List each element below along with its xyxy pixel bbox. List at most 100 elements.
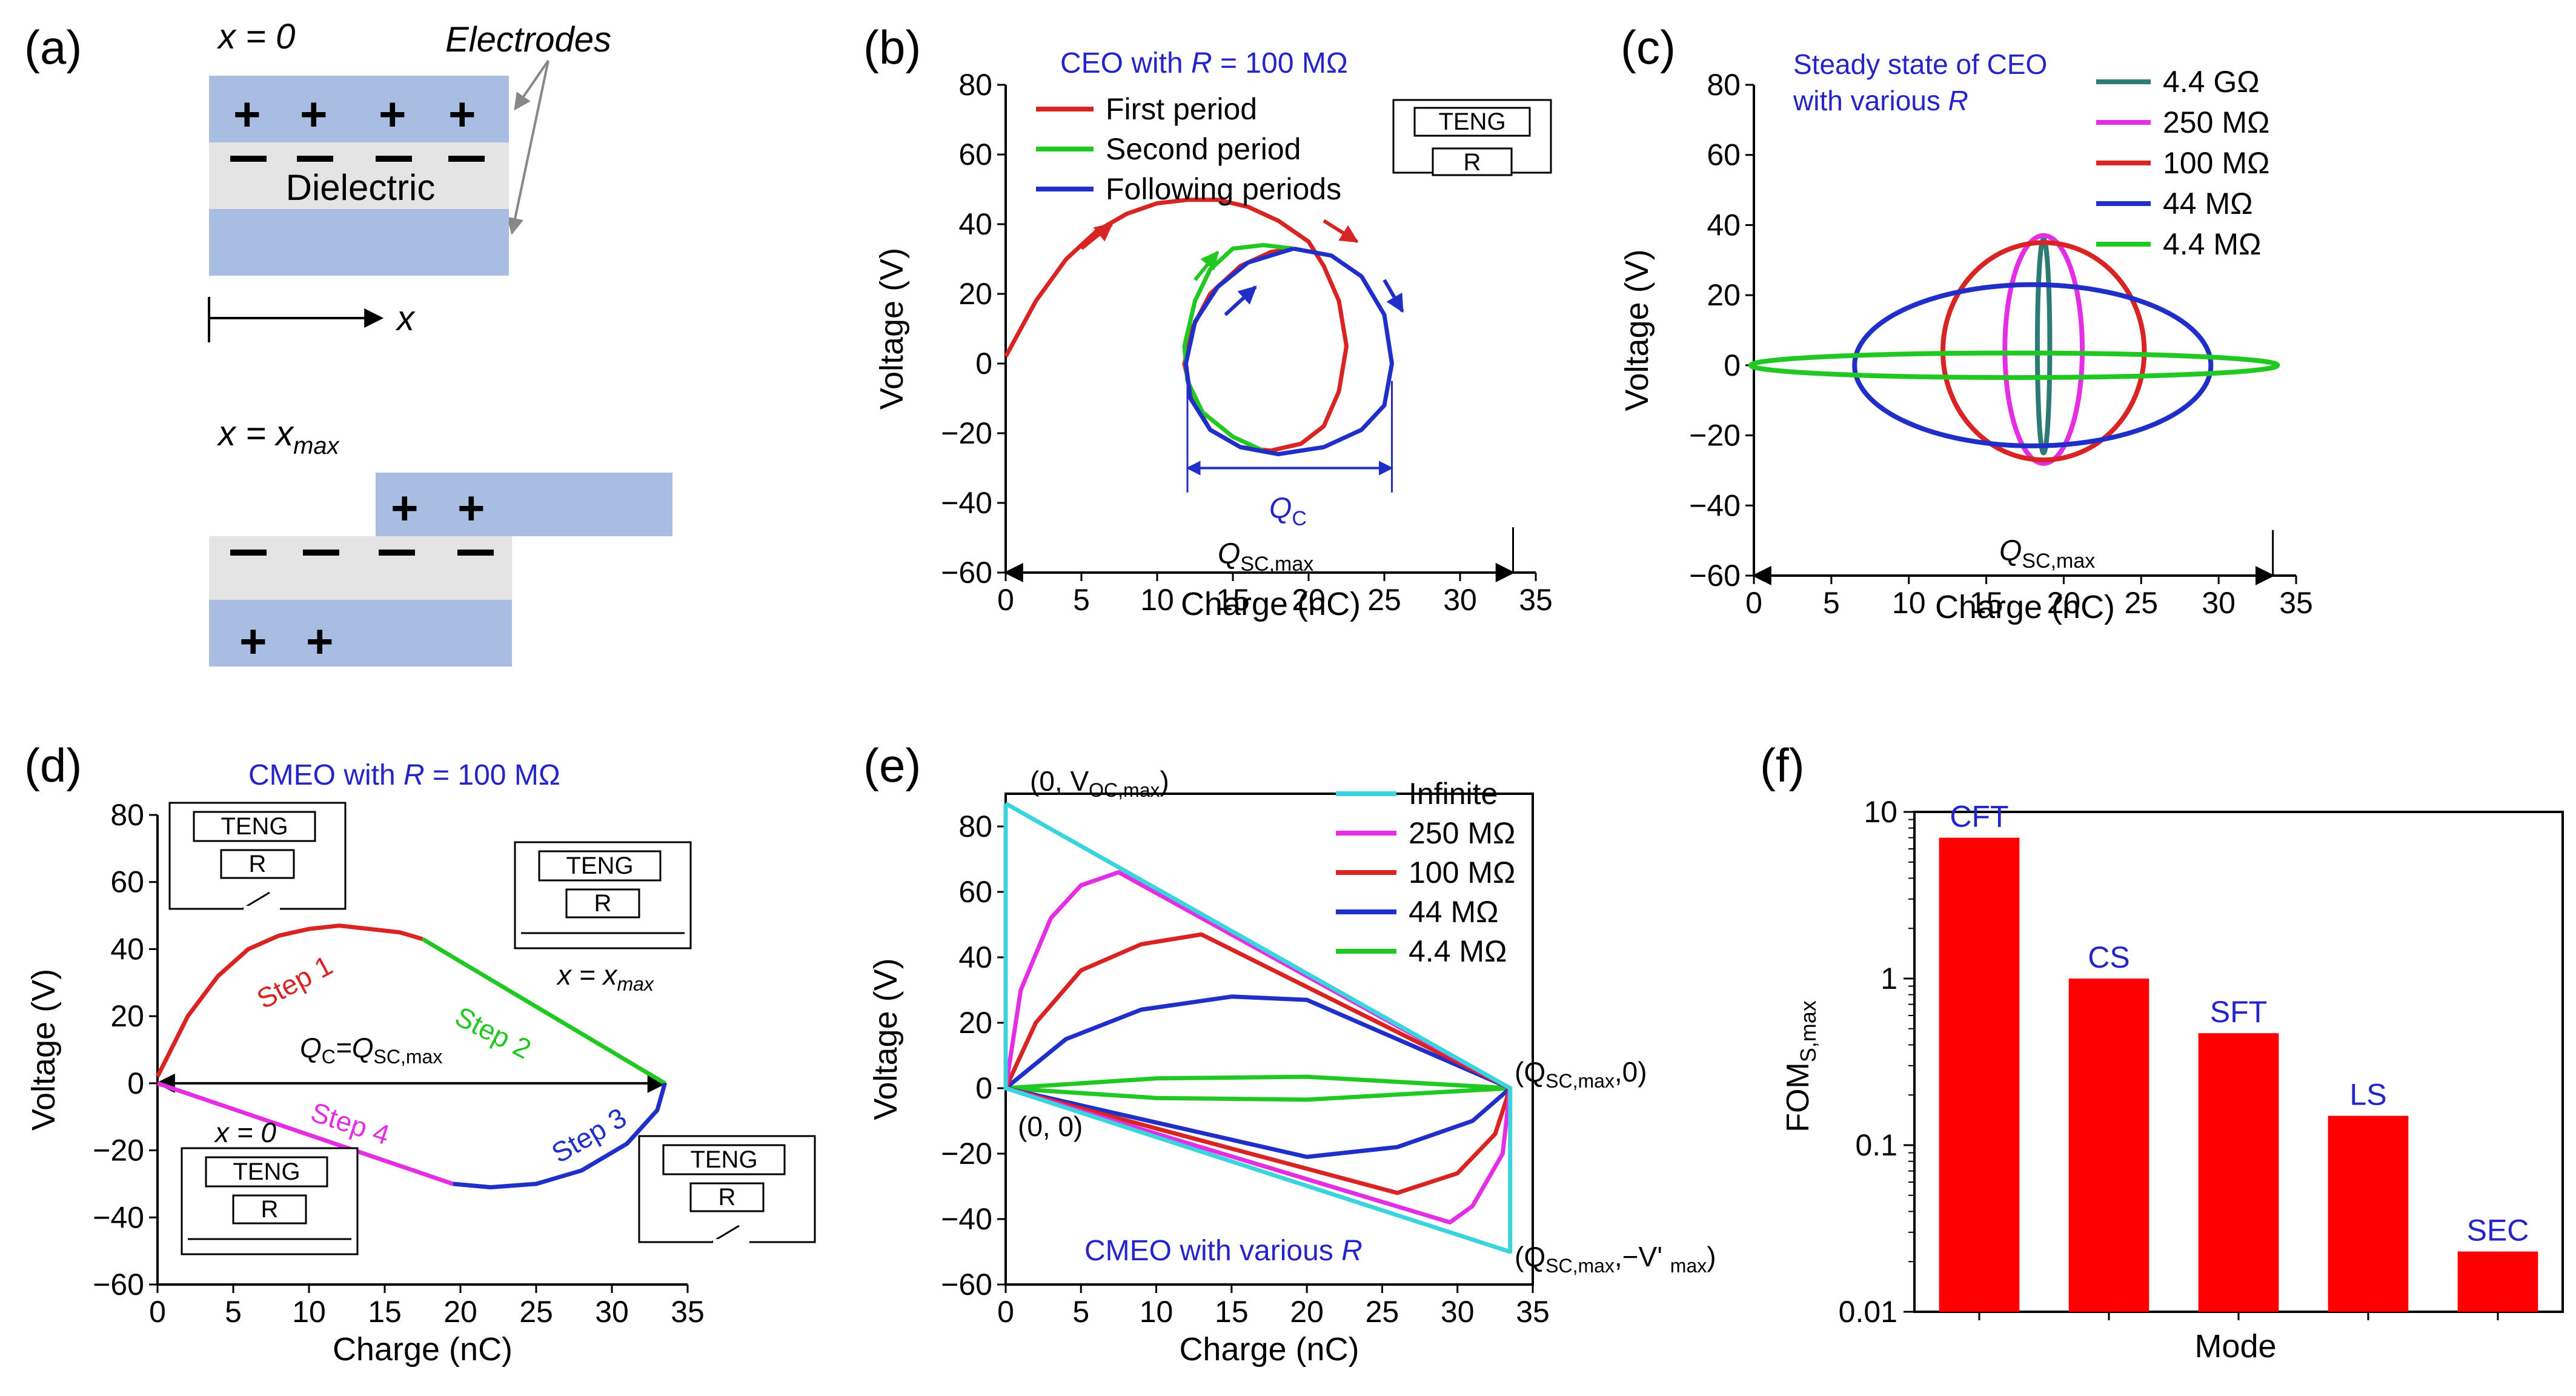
teng-block — [662, 1144, 786, 1175]
bar-label: SEC — [2467, 1214, 2529, 1248]
series-loop — [1005, 1074, 1513, 1102]
panel-e-title: CMEO with various R — [1084, 1235, 1363, 1267]
y-tick-label: 0 — [127, 1066, 144, 1100]
y-tick-label: −40 — [1689, 488, 1741, 522]
teng-label: TENG — [1438, 108, 1505, 135]
qsc-sub: SC,max — [2022, 550, 2095, 573]
x-tick-label: 30 — [1443, 583, 1477, 617]
y-tick-label: 40 — [110, 932, 144, 966]
qsc-q: Q — [1218, 538, 1240, 570]
bottom-electrode — [209, 209, 509, 276]
y-tick-label: 10 — [1864, 795, 1897, 829]
axes-e: 0 5 10 15 20 25 30 35 80 60 40 20 0 −20 −40 −60 Charge (… — [868, 793, 1550, 1368]
direction-arrow — [1224, 285, 1257, 316]
panel-a: (a) x = 0 Electrodes + + + + Dielectric … — [24, 17, 672, 668]
teng-block — [205, 1156, 328, 1188]
qc-b: =Q — [336, 1032, 374, 1063]
x-tick-label: 15 — [1216, 583, 1250, 617]
plus-sign: + — [448, 87, 476, 141]
y-tick-label: 20 — [110, 999, 144, 1033]
legend-entry: 44 MΩ — [1409, 895, 1499, 929]
title-var: R — [1948, 85, 1968, 116]
x-tick-label: 10 — [1892, 586, 1926, 620]
qsc-label-c: QSC,max — [1999, 535, 2095, 573]
panel-e: (e) 0 5 10 15 20 25 30 35 80 60 40 20 0 −20 −40 −60 Char… — [863, 739, 1716, 1368]
xeq-var: x = x — [556, 959, 618, 991]
bar — [2198, 1033, 2279, 1312]
x-axis-title: Charge (nC) — [333, 1331, 513, 1368]
voc-a: (0, V — [1030, 765, 1089, 797]
qc-sub1: C — [322, 1046, 336, 1068]
y-axis-title: Voltage (V) — [1619, 249, 1655, 411]
label-qneg: (QSC,max,−V' max) — [1515, 1241, 1716, 1277]
legend-entry: 250 MΩ — [2163, 105, 2269, 139]
qc-q: Q — [1269, 493, 1292, 525]
direction-arrow — [1383, 279, 1404, 313]
x-tick-label: 35 — [2279, 586, 2313, 620]
series-line — [1184, 246, 1394, 456]
electrodes-label: Electrodes — [445, 20, 611, 59]
y-tick-label: −20 — [941, 1137, 992, 1171]
bar-label: SFT — [2210, 995, 2267, 1029]
y-tick-label: 0 — [975, 347, 992, 381]
y-tick-label: −40 — [941, 486, 992, 520]
voc-sub: OC,max — [1089, 779, 1160, 801]
ylabel-main: FOM — [1781, 1062, 1816, 1132]
x-tick-label: 20 — [1292, 583, 1326, 617]
x-tick-label: 35 — [1519, 583, 1553, 617]
x-tick-label: 25 — [1366, 1295, 1399, 1329]
x-tick-label: 20 — [443, 1295, 477, 1329]
resistor-label: R — [594, 890, 612, 917]
series-loop — [2002, 233, 2085, 466]
legend-entry: 4.4 MΩ — [1409, 934, 1507, 968]
ylabel-sub: S,max — [1796, 1000, 1821, 1062]
qc-eq-qsc-label: QC=QSC,max — [300, 1032, 442, 1068]
electrode-pointer-bottom — [506, 60, 549, 235]
series-line — [1003, 198, 1349, 453]
circuit-box: TENG R — [168, 802, 347, 912]
panel-c-title-line1: Steady state of CEO — [1793, 48, 2047, 80]
qc-sub2: SC,max — [374, 1046, 443, 1068]
x-tick-label: 25 — [1367, 583, 1401, 617]
y-tick-label: 80 — [110, 798, 144, 832]
series-loop — [1003, 870, 1513, 1225]
x-tick-label: 15 — [1970, 586, 2003, 620]
teng-block — [538, 850, 662, 882]
x-tick-label: 5 — [1073, 583, 1090, 617]
x-axis-title: Charge (nC) — [1181, 586, 1361, 622]
plus-sign: + — [457, 481, 485, 534]
bar-label: CFT — [1950, 800, 2008, 834]
x-tick-label: 0 — [1745, 586, 1762, 620]
series-loop — [1852, 282, 2214, 448]
shifted-top-charges: + + + + — [239, 481, 485, 668]
direction-arrow — [1323, 219, 1359, 244]
axes-c: 0 5 10 15 20 25 30 35 80 60 40 20 0 −20 −40 −60 Charge (… — [1619, 68, 2313, 625]
plus-sign: + — [239, 614, 267, 668]
y-tick-label: −40 — [93, 1200, 144, 1234]
y-tick-label: 0 — [1724, 348, 1741, 382]
series-loop — [1748, 350, 2280, 381]
xmax-var: x — [216, 414, 237, 453]
legend-c: 4.4 GΩ 250 MΩ 100 MΩ 44 MΩ 4.4 MΩ — [2096, 65, 2269, 261]
x-eq-xmax-label: x = xmax — [556, 959, 654, 995]
legend-entry: 4.4 MΩ — [2163, 227, 2261, 261]
qc-sub: C — [1292, 507, 1307, 530]
bar-label: LS — [2349, 1078, 2386, 1112]
plus-sign: + — [379, 87, 407, 141]
y-tick-label: 40 — [1707, 208, 1741, 242]
panel-label-e: (e) — [863, 739, 921, 792]
circuit-box: TENG R — [181, 1147, 359, 1255]
panel-d: (d) 0 5 10 15 20 25 30 35 80 60 40 20 0 −20 −40 −60 Char… — [24, 739, 816, 1368]
panel-label-f: (f) — [1760, 739, 1805, 792]
bar-label: CS — [2088, 940, 2130, 974]
qneg-sub2: max — [1670, 1255, 1707, 1277]
y-tick-label: −60 — [941, 556, 992, 590]
legend-entry: Infinite — [1409, 777, 1498, 811]
qneg-a: (Q — [1515, 1241, 1545, 1272]
top-charges: + + + + — [233, 87, 476, 141]
qc-label-b: QC — [1269, 493, 1307, 530]
direction-arrow — [1193, 250, 1220, 281]
label-qsc: (QSC,max,0) — [1515, 1056, 1647, 1092]
step-label: Step 2 — [450, 1000, 536, 1065]
qsc-label-b: QSC,max — [1218, 538, 1313, 576]
